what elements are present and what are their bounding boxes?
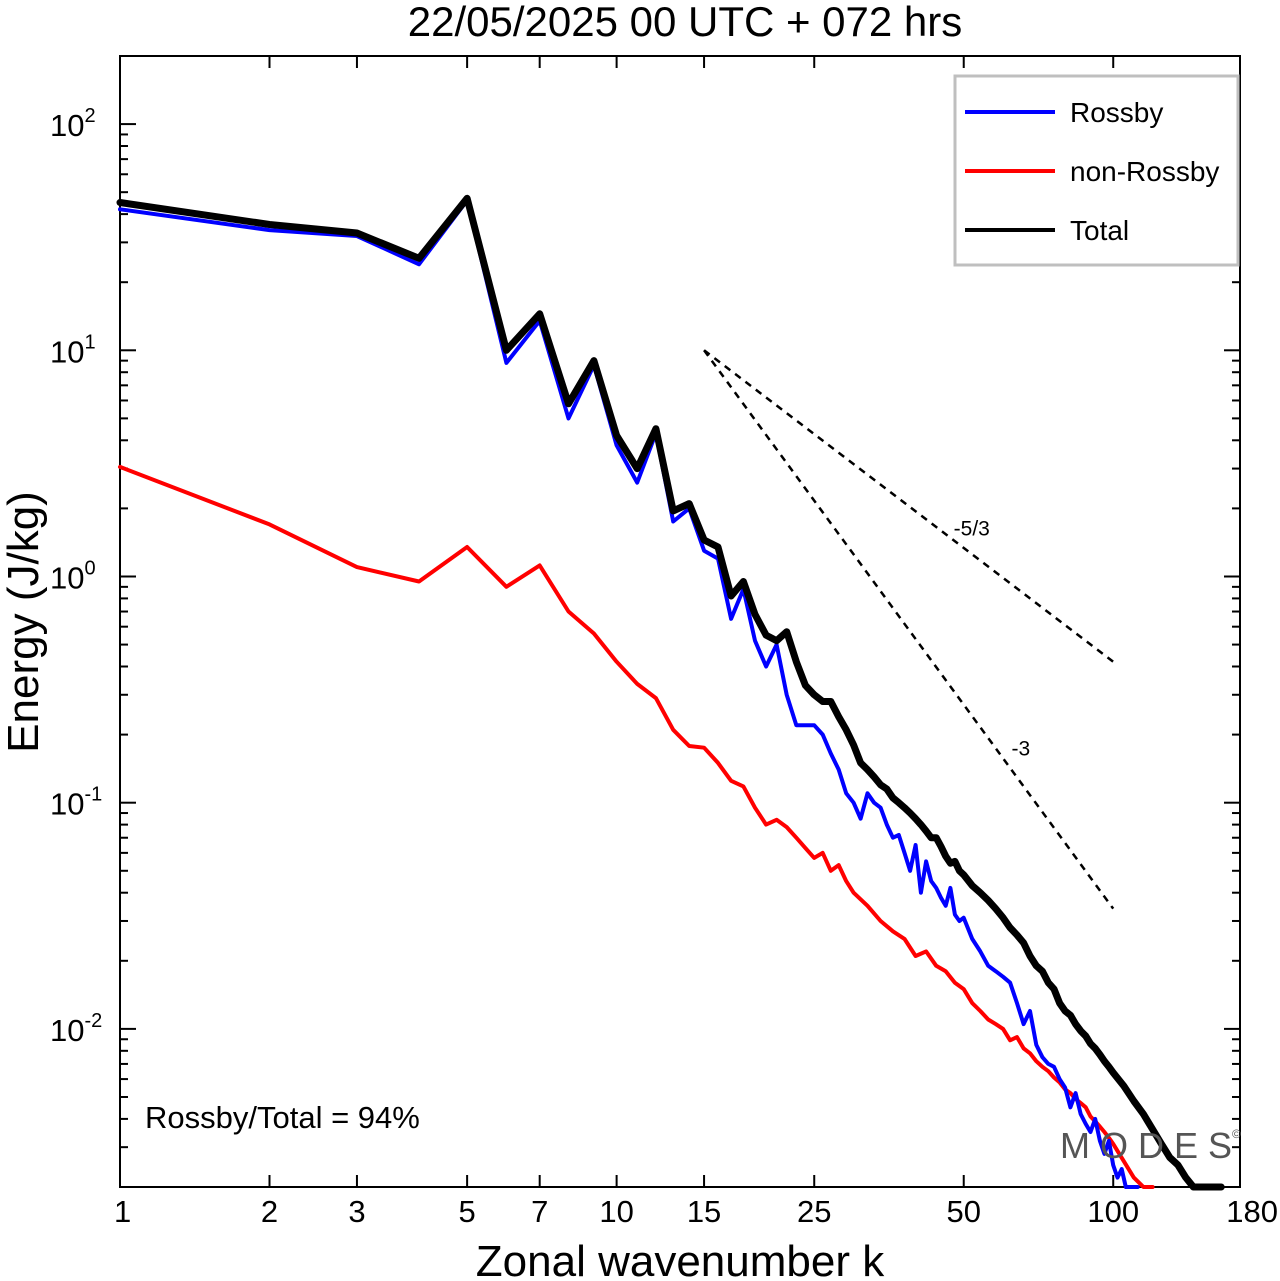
y-tick-exponent: -2 [84,1010,102,1032]
y-tick-exponent: 2 [84,105,95,127]
x-tick-label: 15 [687,1194,721,1229]
legend-label-rossby: Rossby [1070,97,1163,128]
watermark-text: M O D E S [1060,1125,1232,1166]
y-tick-label: 100 [50,557,96,595]
y-tick-base: 10 [50,1013,84,1048]
x-tick-label: 25 [797,1194,831,1229]
legend: Rossby non-Rossby Total [953,74,1240,267]
plot-frame [119,55,1241,1188]
reference-line-label: -3 [1012,737,1031,760]
y-axis-title: Energy (J/kg) [0,491,48,753]
reference-slope-lines: -5/3 -3 [703,349,1115,910]
y-tick-base: 10 [50,787,84,822]
y-tick-exponent: -1 [84,784,102,806]
y-tick-exponent: 1 [84,331,95,353]
x-tick-label: 10 [599,1194,633,1229]
legend-label-non-rossby: non-Rossby [1070,156,1219,187]
y-tick-label: 10-1 [50,784,102,822]
x-tick-label: 7 [531,1194,548,1229]
x-tick-label: 50 [946,1194,980,1229]
y-tick-label: 102 [50,105,96,143]
legend-label-total: Total [1070,215,1129,246]
y-tick-base: 10 [50,108,84,143]
x-axis-ticks: 1 2 3 5 7 10 15 25 50 100 180 [114,56,1278,1229]
y-tick-exponent: 0 [84,557,95,579]
chart-title: 22/05/2025 00 UTC + 072 hrs [408,0,963,45]
x-tick-label: 5 [458,1194,475,1229]
copyright-symbol: © [1232,1127,1241,1141]
x-tick-label: 2 [261,1194,278,1229]
series-line-rossby [118,198,1140,1189]
reference-line [703,349,1114,663]
y-tick-base: 10 [50,334,84,369]
series-line-total [116,194,1225,1191]
x-tick-label: 100 [1087,1194,1139,1229]
y-tick-label: 10-2 [50,1010,102,1048]
x-tick-label: 3 [348,1194,365,1229]
x-tick-label: 180 [1226,1194,1278,1229]
y-tick-label: 101 [50,331,96,369]
series-lines [116,194,1225,1191]
modes-watermark: M O D E S© [1060,1125,1241,1166]
reference-line [703,349,1115,910]
x-axis-title: Zonal wavenumber k [476,1237,885,1281]
reference-line-label: -5/3 [954,517,990,540]
x-tick-label: 1 [114,1194,131,1229]
y-tick-base: 10 [50,560,84,595]
rossby-total-ratio: Rossby/Total = 94% [145,1100,420,1135]
